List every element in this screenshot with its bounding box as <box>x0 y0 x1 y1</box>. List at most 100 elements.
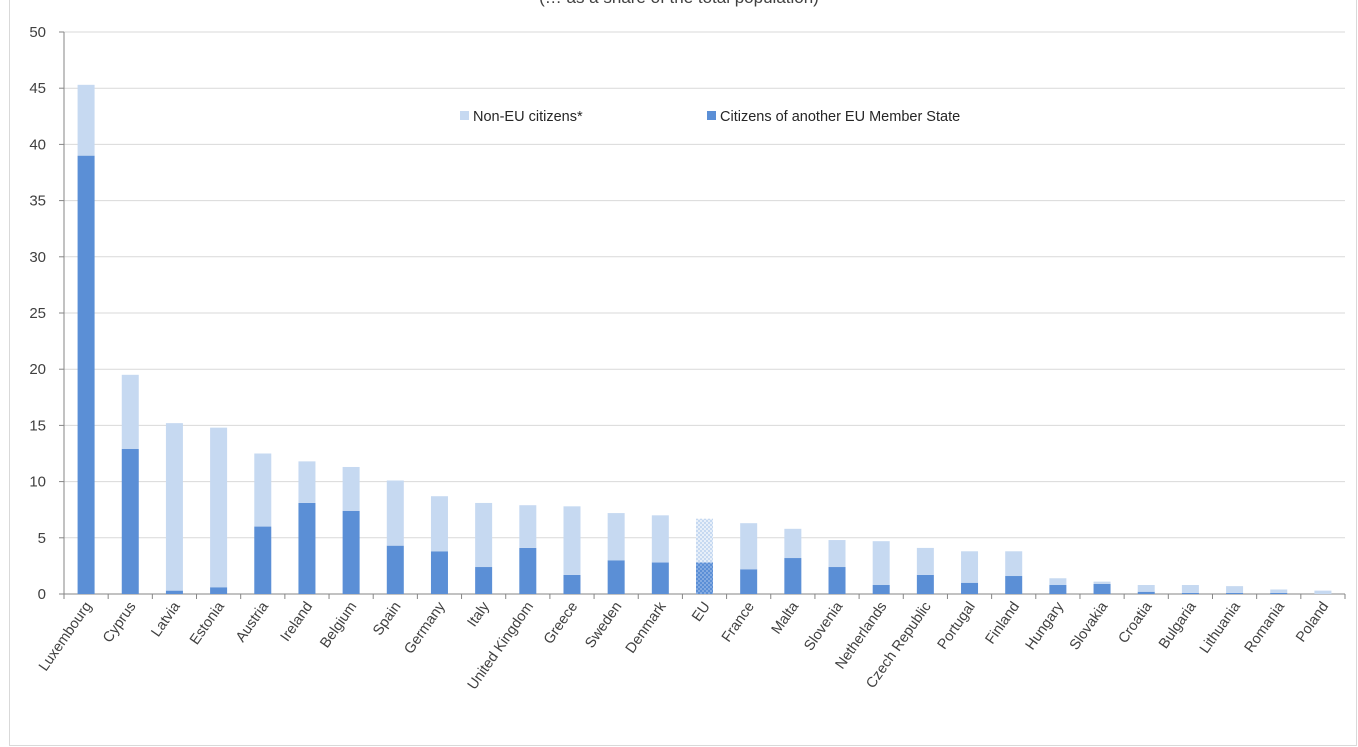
y-tick-label: 35 <box>29 193 46 210</box>
legend: Non-EU citizens* Citizens of another EU M… <box>460 109 960 125</box>
bar-eu-citizens-czech-republic <box>916 574 934 594</box>
bar-eu-citizens-eu <box>696 562 713 594</box>
bar-non-eu-citizens-slovakia <box>1093 581 1111 584</box>
bar-eu-citizens-lithuania <box>1226 592 1244 594</box>
bar-non-eu-citizens-eu <box>696 518 713 563</box>
y-tick-label: 10 <box>29 474 46 491</box>
bar-eu-citizens-slovakia <box>1093 583 1111 594</box>
bar-eu-citizens-germany <box>430 551 448 594</box>
legend-label-citizens-of-another-eu-member-state: Citizens of another EU Member State <box>720 109 960 125</box>
x-tick-label-bulgaria: Bulgaria <box>1156 598 1200 652</box>
legend-swatch-non-eu-citizens <box>460 111 469 120</box>
bar-eu-citizens-spain <box>386 545 404 594</box>
bar-eu-citizens-italy <box>475 567 493 594</box>
y-tick-label: 40 <box>29 136 46 153</box>
bar-eu-citizens-finland <box>1005 576 1023 594</box>
y-tick-labels: 0 5 10 15 20 25 30 35 40 45 50 <box>29 24 46 603</box>
bar-eu-citizens-cyprus <box>121 449 139 594</box>
bar-non-eu-citizens-malta <box>784 528 802 559</box>
x-tick-label-estonia: Estonia <box>187 598 228 648</box>
bar-non-eu-citizens-spain <box>386 480 404 546</box>
y-tick-label: 15 <box>29 417 46 434</box>
bars <box>77 84 1332 594</box>
x-tick-label-slovakia: Slovakia <box>1067 598 1112 653</box>
axes <box>59 31 1346 599</box>
x-tick-label-germany: Germany <box>401 599 449 658</box>
bar-eu-citizens-hungary <box>1049 585 1067 594</box>
x-tick-label-belgium: Belgium <box>317 599 360 651</box>
x-tick-label-cyprus: Cyprus <box>100 599 139 646</box>
x-tick-label-eu: EU <box>689 599 714 625</box>
x-tick-label-sweden: Sweden <box>582 599 625 651</box>
x-tick-label-lithuania: Lithuania <box>1197 598 1244 656</box>
chart-frame <box>9 0 1357 746</box>
bar-non-eu-citizens-france <box>740 523 758 570</box>
y-tick-label: 25 <box>29 305 46 322</box>
bar-eu-citizens-netherlands <box>872 585 890 594</box>
x-tick-label-slovenia: Slovenia <box>801 598 847 654</box>
y-tick-label: 50 <box>29 24 46 41</box>
bar-eu-citizens-croatia <box>1137 591 1155 594</box>
bar-non-eu-citizens-estonia <box>210 427 228 588</box>
bar-eu-citizens-austria <box>254 526 272 594</box>
y-tick-label: 0 <box>38 586 46 603</box>
bar-non-eu-citizens-portugal <box>961 551 979 583</box>
bar-non-eu-citizens-belgium <box>342 466 360 511</box>
y-tick-label: 20 <box>29 361 46 378</box>
x-tick-label-ireland: Ireland <box>278 599 317 645</box>
x-tick-label-malta: Malta <box>769 598 803 637</box>
y-tick-label: 30 <box>29 249 46 266</box>
bar-non-eu-citizens-greece <box>563 506 581 575</box>
x-tick-label-luxembourg: Luxembourg <box>36 599 95 674</box>
bar-non-eu-citizens-sweden <box>607 513 625 561</box>
x-tick-label-latvia: Latvia <box>148 598 184 640</box>
bar-eu-citizens-united-kingdom <box>519 547 537 594</box>
x-tick-label-austria: Austria <box>233 598 273 645</box>
bar-non-eu-citizens-poland <box>1314 590 1332 594</box>
bar-eu-citizens-bulgaria <box>1181 592 1199 594</box>
bar-non-eu-citizens-lithuania <box>1226 586 1244 593</box>
x-tick-label-denmark: Denmark <box>623 599 670 657</box>
bar-non-eu-citizens-bulgaria <box>1181 585 1199 593</box>
x-tick-label-croatia: Croatia <box>1116 598 1156 646</box>
bar-non-eu-citizens-ireland <box>298 461 316 503</box>
bar-eu-citizens-portugal <box>961 582 979 594</box>
bar-non-eu-citizens-austria <box>254 453 272 527</box>
legend-swatch-citizens-of-another-eu-member-state <box>707 111 716 120</box>
x-tick-label-poland: Poland <box>1293 599 1332 645</box>
bar-non-eu-citizens-romania <box>1270 589 1288 593</box>
x-tick-label-portugal: Portugal <box>935 599 979 652</box>
x-tick-labels: Luxembourg Cyprus Latvia Estonia Austria Irel… <box>36 598 1332 692</box>
bar-eu-citizens-sweden <box>607 560 625 594</box>
bar-non-eu-citizens-italy <box>475 502 493 568</box>
bar-eu-citizens-latvia <box>165 590 183 594</box>
bar-eu-citizens-slovenia <box>828 567 846 594</box>
bar-eu-citizens-ireland <box>298 502 316 594</box>
x-tick-label-italy: Italy <box>465 599 494 631</box>
bar-non-eu-citizens-finland <box>1005 551 1023 577</box>
bar-non-eu-citizens-germany <box>430 496 448 552</box>
x-tick-label-france: France <box>719 599 758 645</box>
bar-non-eu-citizens-netherlands <box>872 541 890 586</box>
bar-non-eu-citizens-latvia <box>165 423 183 591</box>
chart-title: (… as a share of the total population) <box>0 0 1358 8</box>
bar-non-eu-citizens-luxembourg <box>77 84 95 156</box>
legend-label-non-eu-citizens: Non-EU citizens* <box>473 109 583 125</box>
x-tick-label-romania: Romania <box>1242 598 1289 655</box>
bar-eu-citizens-luxembourg <box>77 155 95 594</box>
y-tick-label: 5 <box>38 530 46 547</box>
y-tick-label: 45 <box>29 80 46 97</box>
bar-eu-citizens-romania <box>1270 592 1288 594</box>
bar-non-eu-citizens-hungary <box>1049 578 1067 586</box>
bar-eu-citizens-belgium <box>342 510 360 594</box>
bar-non-eu-citizens-croatia <box>1137 585 1155 592</box>
gridlines <box>64 31 1345 539</box>
bar-non-eu-citizens-united-kingdom <box>519 505 537 548</box>
bar-eu-citizens-greece <box>563 574 581 594</box>
bar-eu-citizens-malta <box>784 558 802 594</box>
x-tick-label-finland: Finland <box>983 599 1023 647</box>
bar-non-eu-citizens-slovenia <box>828 540 846 568</box>
bar-non-eu-citizens-denmark <box>651 515 669 563</box>
x-tick-label-hungary: Hungary <box>1023 599 1068 654</box>
